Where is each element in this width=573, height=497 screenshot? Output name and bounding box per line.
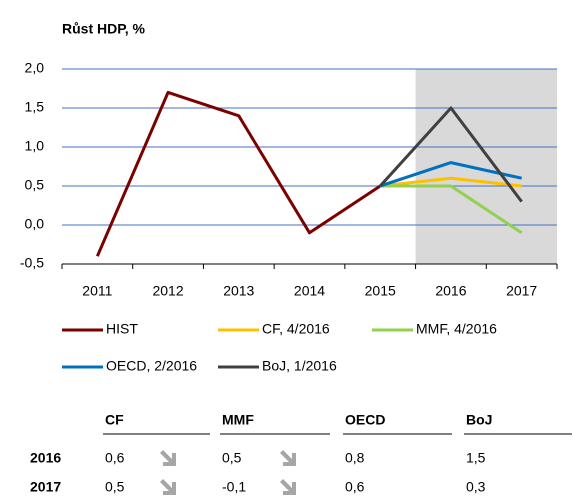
legend-label: OECD, 2/2016 bbox=[106, 358, 197, 374]
x-tick-label: 2013 bbox=[223, 283, 254, 299]
y-tick-label: -0,5 bbox=[20, 255, 44, 271]
legend-label: MMF, 4/2016 bbox=[416, 321, 497, 337]
table-cell: 0,6 bbox=[105, 450, 125, 466]
trend-arrow bbox=[160, 479, 176, 495]
x-tick-label: 2012 bbox=[152, 283, 183, 299]
trend-arrow bbox=[280, 479, 296, 495]
table-cell: 0,5 bbox=[105, 479, 125, 495]
trend-arrow bbox=[160, 450, 176, 466]
table-header: OECD bbox=[345, 412, 385, 428]
table-cell: 0,6 bbox=[345, 479, 365, 495]
x-tick-label: 2014 bbox=[294, 283, 325, 299]
table-cell: 0,3 bbox=[466, 479, 486, 495]
legend-label: CF, 4/2016 bbox=[262, 321, 330, 337]
y-tick-label: 0,5 bbox=[25, 177, 45, 193]
table-header: CF bbox=[105, 412, 124, 428]
trend-arrow bbox=[280, 450, 296, 466]
row-label: 2017 bbox=[30, 479, 61, 495]
table-cell: 1,5 bbox=[466, 450, 486, 466]
y-tick-label: 0,0 bbox=[25, 216, 45, 232]
legend-label: BoJ, 1/2016 bbox=[262, 358, 337, 374]
series-line bbox=[380, 184, 523, 235]
table-cell: 0,8 bbox=[345, 450, 365, 466]
trend-icons bbox=[160, 450, 296, 495]
y-tick-label: 1,0 bbox=[25, 138, 45, 154]
x-tick-label: 2017 bbox=[506, 283, 537, 299]
chart-title: Růst HDP, % bbox=[62, 21, 146, 37]
row-label: 2016 bbox=[30, 450, 61, 466]
series-line bbox=[379, 161, 522, 188]
series-line bbox=[95, 90, 382, 257]
table-header: BoJ bbox=[466, 412, 492, 428]
table-header: MMF bbox=[222, 412, 254, 428]
table-cell: -0,1 bbox=[222, 479, 246, 495]
y-tick-label: 1,5 bbox=[25, 99, 45, 115]
series-line bbox=[380, 176, 522, 188]
x-tick-label: 2011 bbox=[82, 283, 112, 299]
x-tick-label: 2015 bbox=[365, 283, 396, 299]
series-line bbox=[379, 106, 523, 203]
y-tick-label: 2,0 bbox=[25, 60, 45, 76]
legend-label: HIST bbox=[106, 321, 138, 337]
table-cell: 0,5 bbox=[222, 450, 242, 466]
x-tick-label: 2016 bbox=[435, 283, 466, 299]
